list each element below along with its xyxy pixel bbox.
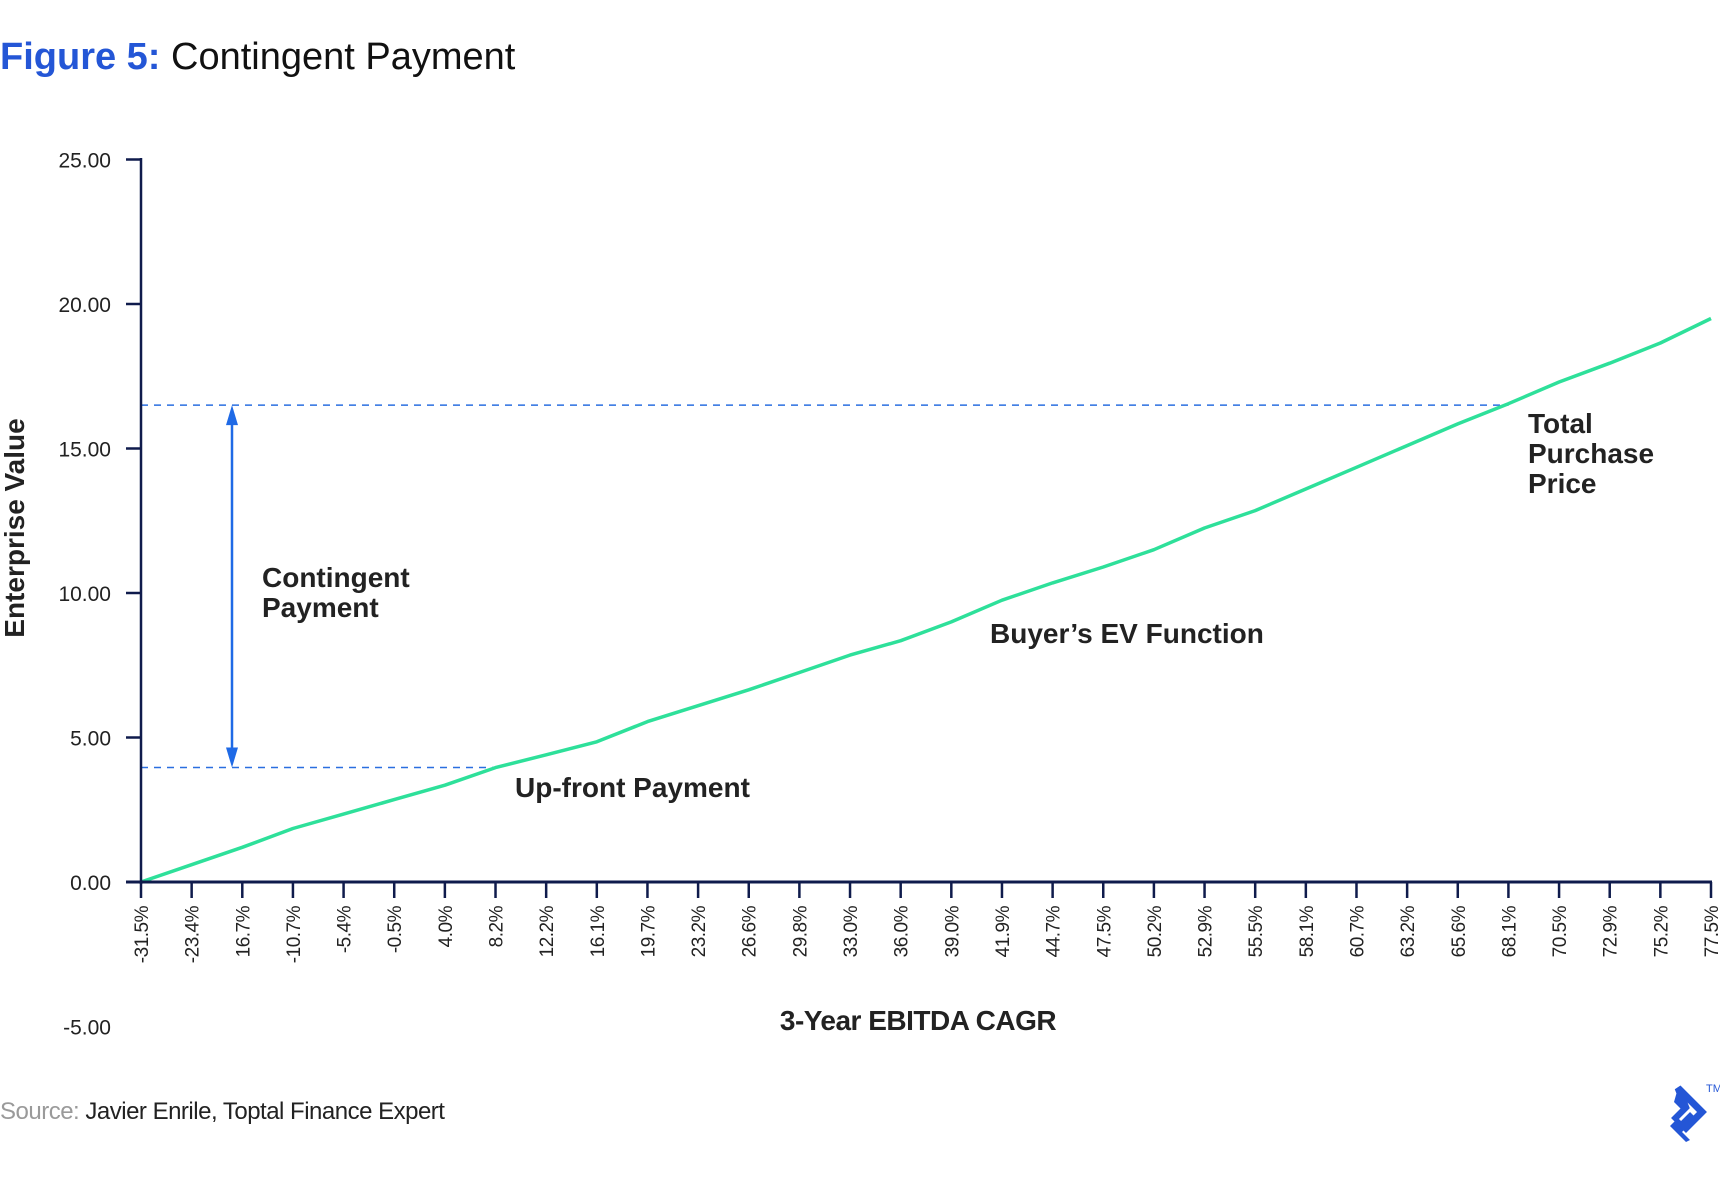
x-tick-label: 29.8% <box>790 905 811 957</box>
x-tick-label: 26.6% <box>740 905 761 957</box>
x-tick-label: 58.1% <box>1297 905 1318 957</box>
x-tick-label: 33.0% <box>841 905 862 957</box>
reference-lines <box>141 404 1509 769</box>
x-tick-label: 77.5% <box>1702 905 1720 957</box>
x-tick-label: 72.9% <box>1601 905 1622 957</box>
arrow-up-icon <box>226 405 238 426</box>
x-tick-label: 16.7% <box>233 905 254 957</box>
x-tick-label: 52.9% <box>1196 905 1217 957</box>
annotation-contingent-line1: Contingent <box>262 562 410 593</box>
figure-label: Figure 5: <box>0 36 161 78</box>
y-tick-label: 15.00 <box>58 439 111 462</box>
annotation-total-line3: Price <box>1528 468 1597 499</box>
x-tick-label: 12.2% <box>537 905 558 957</box>
trademark-mark: TM <box>1706 1083 1720 1095</box>
x-tick-label: 65.6% <box>1449 905 1470 957</box>
x-tick-label: 19.7% <box>638 905 659 957</box>
x-tick-label: 60.7% <box>1347 905 1368 957</box>
figure-title: Figure 5: Contingent Payment <box>0 36 515 79</box>
y-tick-label: 5.00 <box>70 728 111 751</box>
x-tick-label: -0.5% <box>385 905 406 953</box>
toptal-logo-icon: TM <box>1670 1083 1720 1142</box>
annotation-contingent-line2: Payment <box>262 592 379 623</box>
x-tick-label: 70.5% <box>1550 905 1571 957</box>
annotation-upfront: Up-front Payment <box>515 772 750 803</box>
x-tick-label: 36.0% <box>892 905 913 957</box>
x-tick-label: 23.2% <box>689 905 710 957</box>
x-tick-label: 16.1% <box>588 905 609 957</box>
x-tick-label: 41.9% <box>993 905 1014 957</box>
x-tick-label: 4.0% <box>436 905 457 947</box>
x-tick-label: 47.5% <box>1094 905 1115 957</box>
y-tick-label: 10.00 <box>58 583 111 606</box>
x-tick-label: 44.7% <box>1044 905 1065 957</box>
contingent-payment-arrow <box>226 405 238 768</box>
y-axis-ticks: 25.00 20.00 15.00 10.00 5.00 0.00 -5.00 <box>58 150 141 1040</box>
buyers-ev-line <box>140 316 1712 884</box>
x-axis-ticks: -31.5% -23.4% 16.7% -10.7% -5.4% -0.5% 4.0% 8.2… <box>132 882 1720 963</box>
x-tick-label: 75.2% <box>1651 905 1672 957</box>
x-tick-label: 50.2% <box>1145 905 1166 957</box>
x-tick-label: 63.2% <box>1398 905 1419 957</box>
y-tick-label: 25.00 <box>58 150 111 173</box>
source-credit: Source: Javier Enrile, Toptal Finance Ex… <box>0 1098 445 1126</box>
source-text: Javier Enrile, Toptal Finance Expert <box>85 1098 445 1125</box>
y-tick-label: 0.00 <box>70 872 111 895</box>
arrow-down-icon <box>226 747 238 768</box>
y-tick-label: 20.00 <box>58 294 111 317</box>
annotation-total-line1: Total <box>1528 408 1593 439</box>
x-tick-label: 68.1% <box>1499 905 1520 957</box>
annotation-ev-function: Buyer’s EV Function <box>990 618 1264 649</box>
x-tick-label: 39.0% <box>942 905 963 957</box>
y-tick-label: -5.00 <box>63 1017 111 1040</box>
figure-name: Contingent Payment <box>171 36 516 78</box>
x-axis-title: 3-Year EBITDA CAGR <box>780 1005 1057 1036</box>
x-tick-label: 55.5% <box>1246 905 1267 957</box>
source-label: Source: <box>0 1098 80 1125</box>
x-tick-label: -23.4% <box>183 905 204 963</box>
x-tick-label: -31.5% <box>132 905 153 963</box>
x-tick-label: 8.2% <box>487 905 508 947</box>
y-axis-title: Enterprise Value <box>0 418 30 637</box>
x-tick-label: -5.4% <box>335 905 356 953</box>
x-tick-label: -10.7% <box>284 905 305 963</box>
annotation-total-line2: Purchase <box>1528 438 1654 469</box>
